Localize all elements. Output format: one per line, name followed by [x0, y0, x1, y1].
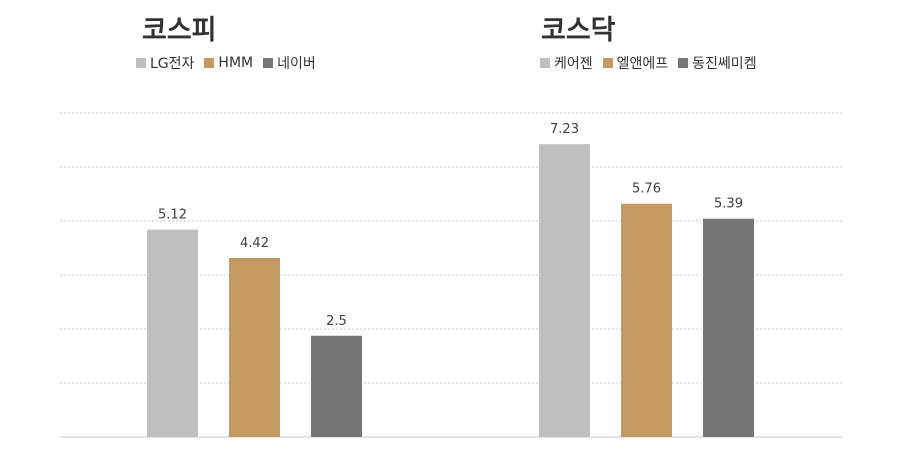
legend-item-caregen: 케어젠	[540, 53, 593, 73]
bar-kosdaq-2	[703, 218, 754, 437]
legend-swatch-lnf	[602, 58, 613, 68]
value-label-kospi-2: 2.5	[326, 314, 347, 329]
bar-kosdaq-1	[621, 203, 672, 437]
value-label-kosdaq-1: 5.76	[632, 182, 661, 197]
kospi-title: 코스피	[142, 15, 217, 46]
legend-label-hmm: HMM	[218, 55, 254, 71]
legend-label-naver: 네이버	[277, 56, 316, 72]
bar-kospi-1	[229, 257, 280, 437]
value-label-kospi-1: 4.42	[240, 236, 269, 251]
bars	[147, 144, 754, 437]
bar-kospi-2	[311, 335, 362, 437]
legend-item-hmm: HMM	[204, 55, 253, 71]
legend-item-lnf: 엘앤에프	[602, 53, 669, 73]
legend-item-dongjin: 동진쎄미켐	[678, 53, 757, 73]
value-label-kospi-0: 5.12	[158, 208, 187, 223]
value-label-kosdaq-0: 7.23	[550, 122, 579, 137]
legend-item-naver: 네이버	[263, 53, 316, 73]
legend-swatch-naver	[263, 58, 274, 68]
legend-label-lg: LG전자	[150, 56, 195, 72]
legend-label-caregen: 케어젠	[554, 56, 593, 72]
legend-label-dongjin: 동진쎄미켐	[692, 56, 757, 72]
kosdaq-title: 코스닥	[541, 15, 616, 46]
kospi-legend: LG전자 HMM 네이버	[136, 53, 326, 73]
bar-kosdaq-0	[539, 144, 590, 437]
legend-item-lg: LG전자	[136, 53, 194, 73]
kosdaq-legend: 케어젠 엘앤에프 동진쎄미켐	[540, 53, 767, 73]
value-labels: 5.12 4.42 2.5 7.23 5.76 5.39	[158, 122, 743, 329]
legend-swatch-dongjin	[678, 58, 689, 68]
legend-swatch-lg	[136, 58, 146, 68]
legend-swatch-hmm	[204, 58, 215, 68]
value-label-kosdaq-2: 5.39	[714, 197, 743, 212]
legend-label-lnf: 엘앤에프	[616, 56, 669, 72]
bar-kospi-0	[147, 229, 198, 437]
legend-swatch-caregen	[540, 58, 550, 68]
